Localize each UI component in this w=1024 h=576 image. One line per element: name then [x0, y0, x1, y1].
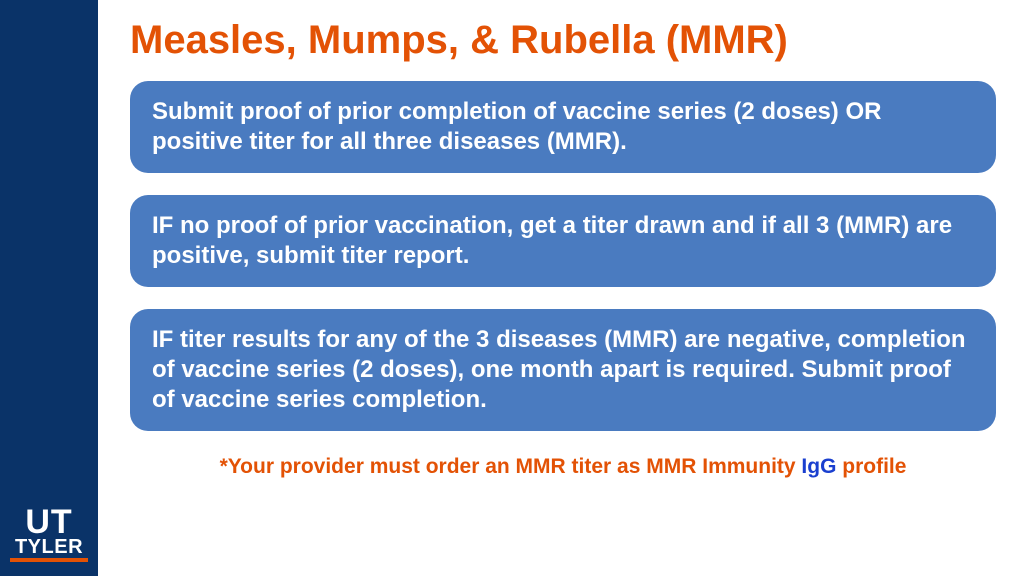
info-card: IF titer results for any of the 3 diseas… [130, 309, 996, 431]
info-card: IF no proof of prior vaccination, get a … [130, 195, 996, 287]
card-text: IF no proof of prior vaccination, get a … [152, 212, 952, 269]
slide: UT TYLER Measles, Mumps, & Rubella (MMR)… [0, 0, 1024, 576]
slide-title: Measles, Mumps, & Rubella (MMR) [130, 18, 996, 63]
footnote-prefix: *Your provider must order an MMR titer a… [220, 455, 802, 478]
main-content: Measles, Mumps, & Rubella (MMR) Submit p… [98, 0, 1024, 576]
sidebar: UT TYLER [0, 0, 98, 576]
footnote-suffix: profile [836, 455, 906, 478]
logo-line1: UT [0, 507, 98, 538]
info-card: Submit proof of prior completion of vacc… [130, 81, 996, 173]
logo-line2: TYLER [15, 538, 83, 556]
footnote-igg: IgG [801, 455, 836, 478]
logo-underline [10, 558, 88, 562]
card-text: Submit proof of prior completion of vacc… [152, 98, 881, 155]
logo: UT TYLER [0, 507, 98, 562]
footnote: *Your provider must order an MMR titer a… [130, 455, 996, 479]
card-text: IF titer results for any of the 3 diseas… [152, 326, 966, 413]
